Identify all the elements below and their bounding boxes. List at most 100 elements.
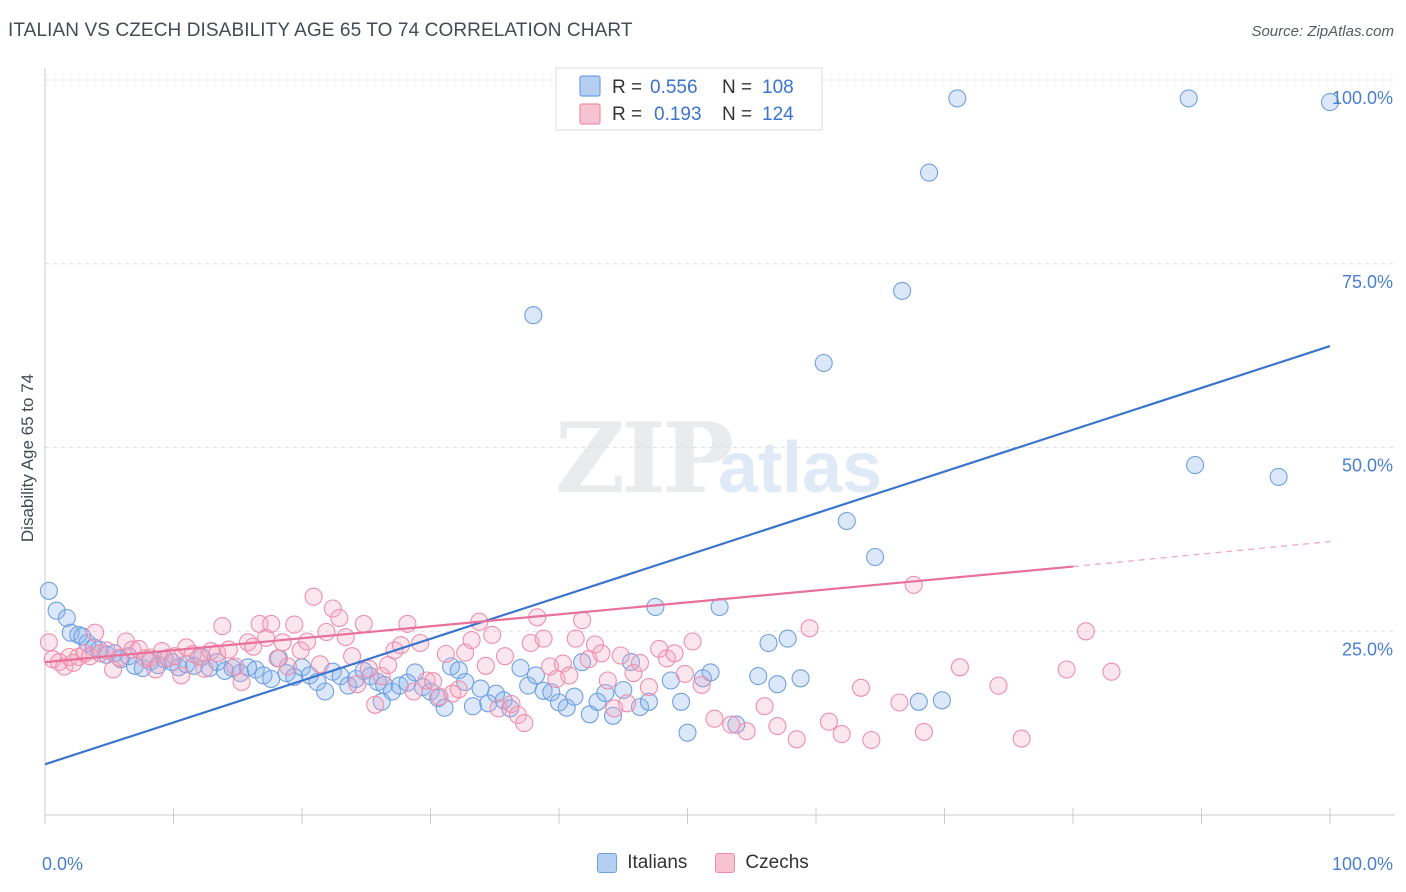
czechs-point bbox=[354, 614, 373, 633]
czechs-point bbox=[989, 676, 1008, 695]
czechs-point bbox=[291, 641, 310, 660]
watermark-atlas: atlas bbox=[718, 428, 882, 508]
tick-labels: 25.0% 50.0% 75.0% 100.0% 0.0% 100.0% bbox=[42, 88, 1393, 874]
legend-item-italians[interactable]: Italians bbox=[597, 852, 687, 874]
czechs-point bbox=[476, 656, 495, 675]
italians-point bbox=[614, 680, 633, 700]
legend-item-czechs[interactable]: Czechs bbox=[715, 852, 809, 874]
italians-trend-line bbox=[44, 345, 1331, 766]
czechs-point bbox=[675, 664, 694, 683]
italians-point bbox=[316, 682, 335, 701]
italians-point bbox=[791, 669, 810, 688]
czechs-point bbox=[159, 648, 178, 667]
czechs-point bbox=[372, 667, 391, 686]
italians-point bbox=[893, 281, 912, 300]
legend-r-label: R = bbox=[612, 104, 642, 125]
x-tick-label-max: 100.0% bbox=[1332, 854, 1393, 874]
czechs-point bbox=[110, 648, 129, 667]
czechs-point bbox=[566, 629, 585, 648]
stats-legend: R = 0.556 N = 108 R = 0.193 N = 124 bbox=[555, 67, 823, 131]
czechs-point bbox=[232, 672, 251, 692]
czechs-point bbox=[553, 654, 572, 673]
gridlines bbox=[45, 79, 1395, 632]
source-credit[interactable]: Source: ZipAtlas.com bbox=[1251, 23, 1394, 40]
czechs-point bbox=[755, 697, 774, 716]
italians-point bbox=[486, 684, 506, 703]
czechs-point bbox=[904, 575, 923, 594]
italians-point bbox=[1179, 89, 1198, 108]
czechs-point bbox=[692, 675, 711, 694]
czechs-point bbox=[195, 659, 214, 678]
czechs-trend-extension bbox=[1072, 540, 1331, 568]
czechs-point bbox=[705, 709, 724, 728]
chart-title: ITALIAN VS CZECH DISABILITY AGE 65 TO 74… bbox=[8, 20, 633, 41]
czechs-point bbox=[304, 587, 323, 606]
italians-point bbox=[39, 581, 58, 600]
czechs-point bbox=[851, 678, 871, 697]
czechs-point bbox=[495, 647, 515, 666]
czechs-point bbox=[737, 722, 756, 741]
czechs-point bbox=[768, 717, 787, 736]
italians-point bbox=[565, 687, 584, 706]
italians-point bbox=[1320, 93, 1340, 112]
italians-point bbox=[435, 698, 454, 717]
czechs-point bbox=[665, 644, 684, 663]
italians-point bbox=[672, 692, 691, 711]
y-tick-label: 25.0% bbox=[1342, 639, 1393, 659]
czechs-point bbox=[55, 657, 74, 676]
czechs-point bbox=[639, 678, 658, 697]
czechs-point bbox=[348, 675, 367, 694]
czechs-point bbox=[950, 658, 969, 677]
italians-swatch bbox=[597, 853, 618, 873]
czechs-point bbox=[592, 644, 611, 663]
czechs-point bbox=[449, 680, 468, 699]
y-tick-label: 75.0% bbox=[1342, 272, 1393, 292]
italians-point bbox=[909, 692, 928, 711]
italians-point bbox=[1186, 456, 1205, 475]
czechs-point bbox=[317, 622, 336, 642]
czechs-point bbox=[1076, 622, 1095, 641]
italians-point bbox=[837, 511, 856, 531]
czechs-point bbox=[424, 672, 443, 691]
italians-point bbox=[479, 694, 498, 713]
italians-point bbox=[463, 697, 482, 716]
y-tick-label: 50.0% bbox=[1342, 456, 1393, 476]
czechs-point bbox=[1102, 662, 1121, 681]
italians-point bbox=[768, 675, 787, 694]
czechs-point bbox=[890, 693, 909, 712]
legend-n-value-italians: 108 bbox=[762, 77, 794, 98]
czechs-point bbox=[404, 682, 423, 701]
legend-n-label: N = bbox=[722, 77, 752, 98]
czechs-point bbox=[573, 611, 592, 630]
italians-point bbox=[339, 676, 358, 695]
czechs-point bbox=[366, 695, 385, 714]
czechs-point bbox=[624, 664, 643, 683]
czechs-point bbox=[1012, 729, 1031, 748]
legend-swatch-italians bbox=[579, 75, 601, 97]
czechs-point bbox=[336, 628, 355, 647]
italians-point bbox=[866, 547, 885, 567]
zipatlas-watermark: ZIP atlas bbox=[555, 402, 882, 515]
czechs-point bbox=[483, 625, 502, 644]
czechs-point bbox=[683, 632, 702, 651]
czechs-point bbox=[323, 599, 342, 618]
legend-r-value-czechs: 0.193 bbox=[654, 104, 702, 125]
italians-point bbox=[701, 663, 720, 682]
legend-r-value-italians: 0.556 bbox=[650, 77, 698, 98]
x-tick-label-min: 0.0% bbox=[42, 854, 83, 874]
legend-label-italians: Italians bbox=[627, 852, 688, 873]
italians-point bbox=[603, 706, 623, 725]
italians-point bbox=[932, 691, 951, 710]
czechs-point bbox=[436, 644, 455, 664]
italians-point bbox=[727, 715, 746, 734]
y-tick-label: 100.0% bbox=[1332, 88, 1393, 108]
italians-point bbox=[759, 633, 778, 653]
czechs-point bbox=[213, 617, 232, 636]
italians-point bbox=[534, 681, 553, 700]
legend-swatch-czechs bbox=[579, 103, 601, 125]
italians-point bbox=[814, 353, 833, 373]
trend-lines bbox=[44, 345, 1331, 766]
czechs-point bbox=[611, 646, 630, 665]
czechs-point bbox=[832, 725, 851, 744]
czechs-point bbox=[1057, 660, 1076, 679]
